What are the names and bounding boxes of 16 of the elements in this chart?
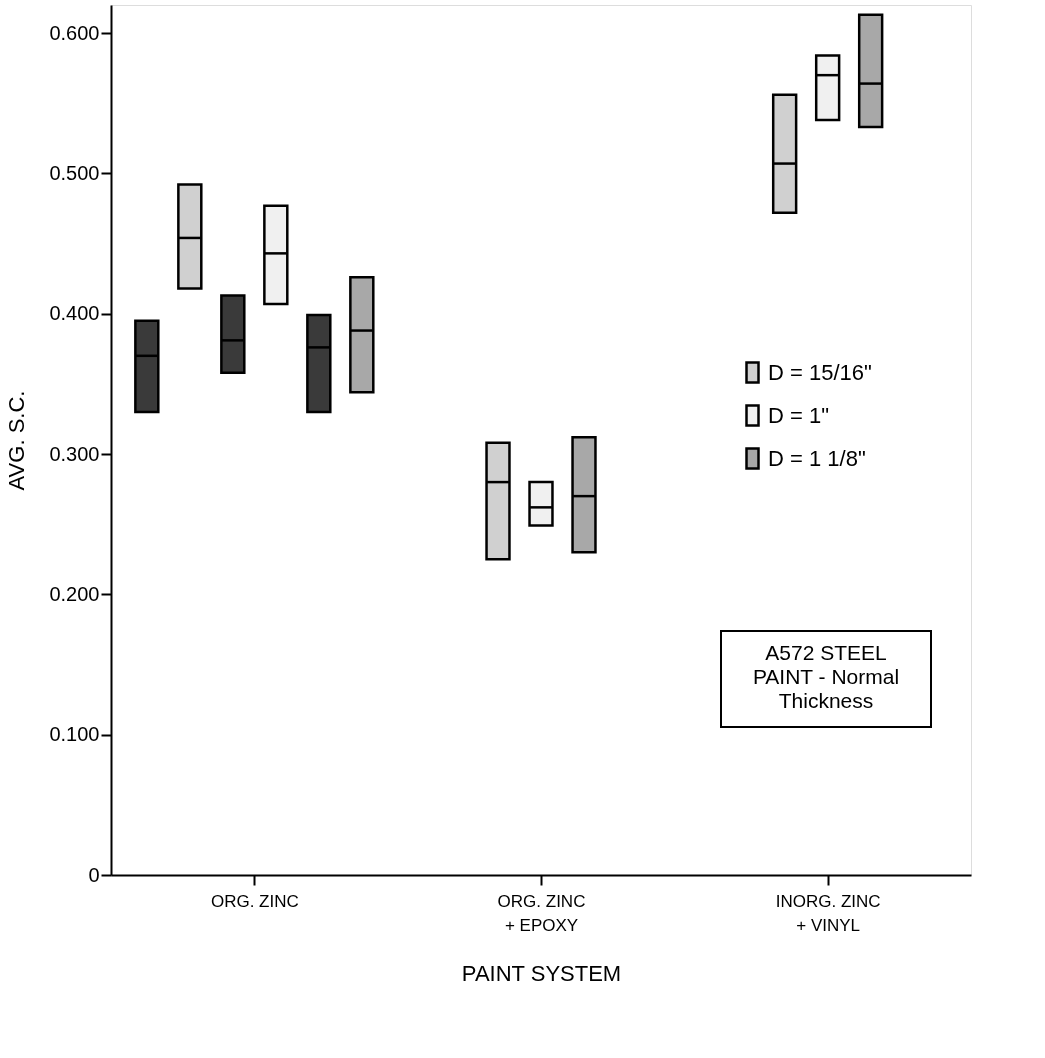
y-tick-label: 0.600 xyxy=(49,21,100,44)
y-tick-label: 0.500 xyxy=(49,161,100,184)
x-axis-title: PAINT SYSTEM xyxy=(461,960,622,986)
x-tick-label: ORG. ZINC xyxy=(210,891,299,911)
annotation: A572 STEEL PAINT - Normal Thickness xyxy=(752,641,900,712)
y-tick-label: 0.100 xyxy=(49,723,100,746)
x-tick-label: ORG. ZINC + EPOXY xyxy=(497,891,586,935)
legend-label: D = 1" xyxy=(768,402,830,428)
legend-label: D = 1 1/8" xyxy=(768,445,866,471)
y-tick-label: 0.200 xyxy=(49,582,100,605)
y-tick-label: 0.300 xyxy=(49,442,100,465)
legend-label: D = 15/16" xyxy=(768,359,872,385)
x-tick-label: INORG. ZINC + VINYL xyxy=(775,891,881,935)
y-tick-label: 0 xyxy=(88,863,100,886)
y-tick-label: 0.400 xyxy=(49,302,100,325)
y-axis-title: AVG. S.C. xyxy=(4,390,30,491)
